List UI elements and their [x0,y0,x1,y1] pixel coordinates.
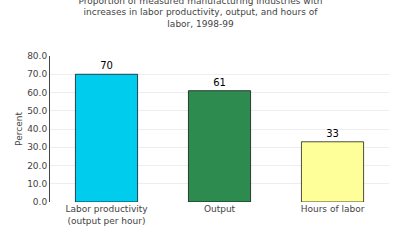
svg-text:10.0: 10.0 [27,179,47,189]
svg-text:Output: Output [204,204,236,214]
svg-text:80.0: 80.0 [27,51,47,61]
svg-text:61: 61 [213,77,226,88]
svg-text:70.0: 70.0 [27,69,47,79]
svg-text:Hours of labor: Hours of labor [301,204,365,214]
svg-text:70: 70 [100,60,113,71]
svg-text:40.0: 40.0 [27,124,47,134]
svg-text:20.0: 20.0 [27,161,47,171]
svg-text:33: 33 [326,128,339,139]
svg-text:0.0: 0.0 [33,197,48,207]
svg-text:Percent: Percent [14,112,24,146]
svg-text:30.0: 30.0 [27,142,47,152]
svg-text:60.0: 60.0 [27,88,47,98]
svg-text:Labor productivity(output per: Labor productivity(output per hour) [65,204,148,226]
svg-text:50.0: 50.0 [27,106,47,116]
svg-text:Proportion of measured manufac: Proportion of measured manufacturing ind… [79,0,323,29]
